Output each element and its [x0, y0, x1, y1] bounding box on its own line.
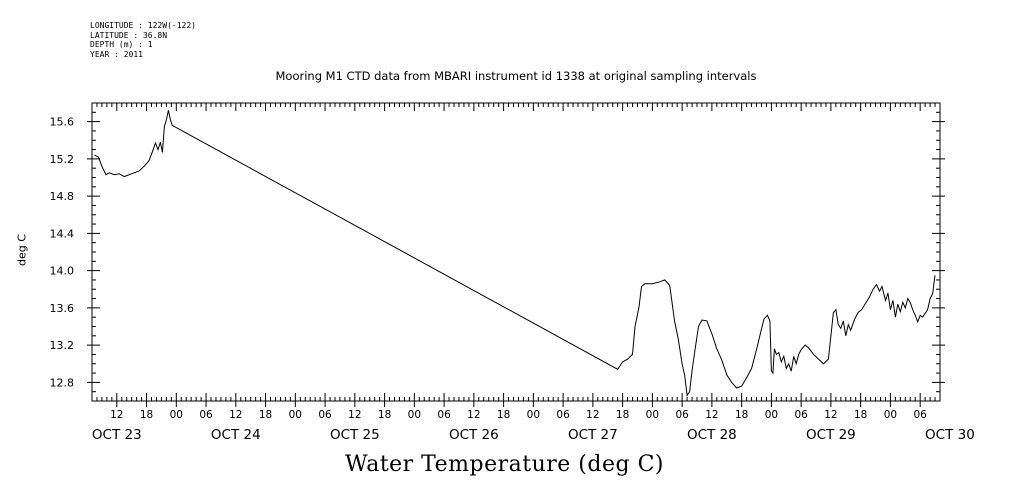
x-tick-label: 06: [556, 409, 570, 421]
x-axis-title: Water Temperature (deg C): [345, 452, 664, 477]
longitude-text: LONGITUDE : 122W(-122): [90, 21, 196, 30]
x-day-label: OCT 29: [806, 427, 856, 443]
y-tick-label: 15.2: [50, 153, 75, 166]
x-tick-label: 18: [854, 409, 867, 421]
year-text: YEAR : 2011: [90, 49, 143, 59]
x-tick-label: 12: [110, 409, 123, 421]
x-tick-label: 12: [705, 409, 718, 421]
x-day-label: OCT 30: [925, 427, 975, 443]
metadata-block: LONGITUDE : 122W(-122) LATITUDE : 36.8N …: [90, 21, 196, 59]
chart-title: Mooring M1 CTD data from MBARI instrumen…: [275, 69, 757, 83]
x-tick-label: 18: [378, 409, 391, 421]
x-tick-label: 06: [913, 409, 927, 421]
x-tick-label: 12: [348, 409, 361, 421]
x-day-label: OCT 27: [568, 427, 618, 443]
x-tick-label: 00: [646, 409, 659, 421]
x-tick-label: 18: [616, 409, 629, 421]
x-tick-label: 00: [408, 409, 421, 421]
x-day-label: OCT 24: [211, 427, 261, 443]
x-day-label: OCT 23: [92, 427, 142, 443]
y-tick-label: 14.4: [50, 227, 75, 240]
x-tick-label: 00: [765, 409, 778, 421]
x-tick-label: 06: [437, 409, 451, 421]
y-tick-label: 15.6: [50, 116, 75, 129]
plot-frame: [91, 102, 941, 402]
x-day-label: OCT 26: [449, 427, 499, 443]
y-tick-label: 12.8: [50, 376, 75, 389]
series-line: [94, 110, 936, 397]
y-tick-label: 13.6: [50, 302, 75, 315]
x-tick-label: 06: [199, 409, 213, 421]
x-tick-label: 12: [467, 409, 480, 421]
x-tick-label: 18: [497, 409, 510, 421]
x-tick-label: 18: [259, 409, 272, 421]
depth-text: DEPTH (m) : 1: [90, 40, 153, 49]
x-day-label: OCT 25: [330, 427, 380, 443]
x-tick-label: 06: [318, 409, 332, 421]
x-tick-label: 06: [675, 409, 689, 421]
x-tick-label: 18: [735, 409, 748, 421]
x-tick-label: 06: [794, 409, 808, 421]
y-tick-label: 14.0: [50, 265, 75, 278]
x-tick-label: 12: [586, 409, 599, 421]
x-tick-label: 00: [170, 409, 183, 421]
x-tick-label: 00: [884, 409, 897, 421]
x-tick-label: 12: [824, 409, 837, 421]
x-tick-label: 12: [229, 409, 242, 421]
latitude-text: LATITUDE : 36.8N: [90, 30, 168, 40]
x-tick-label: 00: [527, 409, 540, 421]
x-tick-label: 00: [289, 409, 302, 421]
x-day-label: OCT 28: [687, 427, 737, 443]
y-tick-label: 13.2: [50, 339, 75, 352]
y-tick-label: 14.8: [50, 190, 75, 203]
x-tick-label: 18: [140, 409, 153, 421]
